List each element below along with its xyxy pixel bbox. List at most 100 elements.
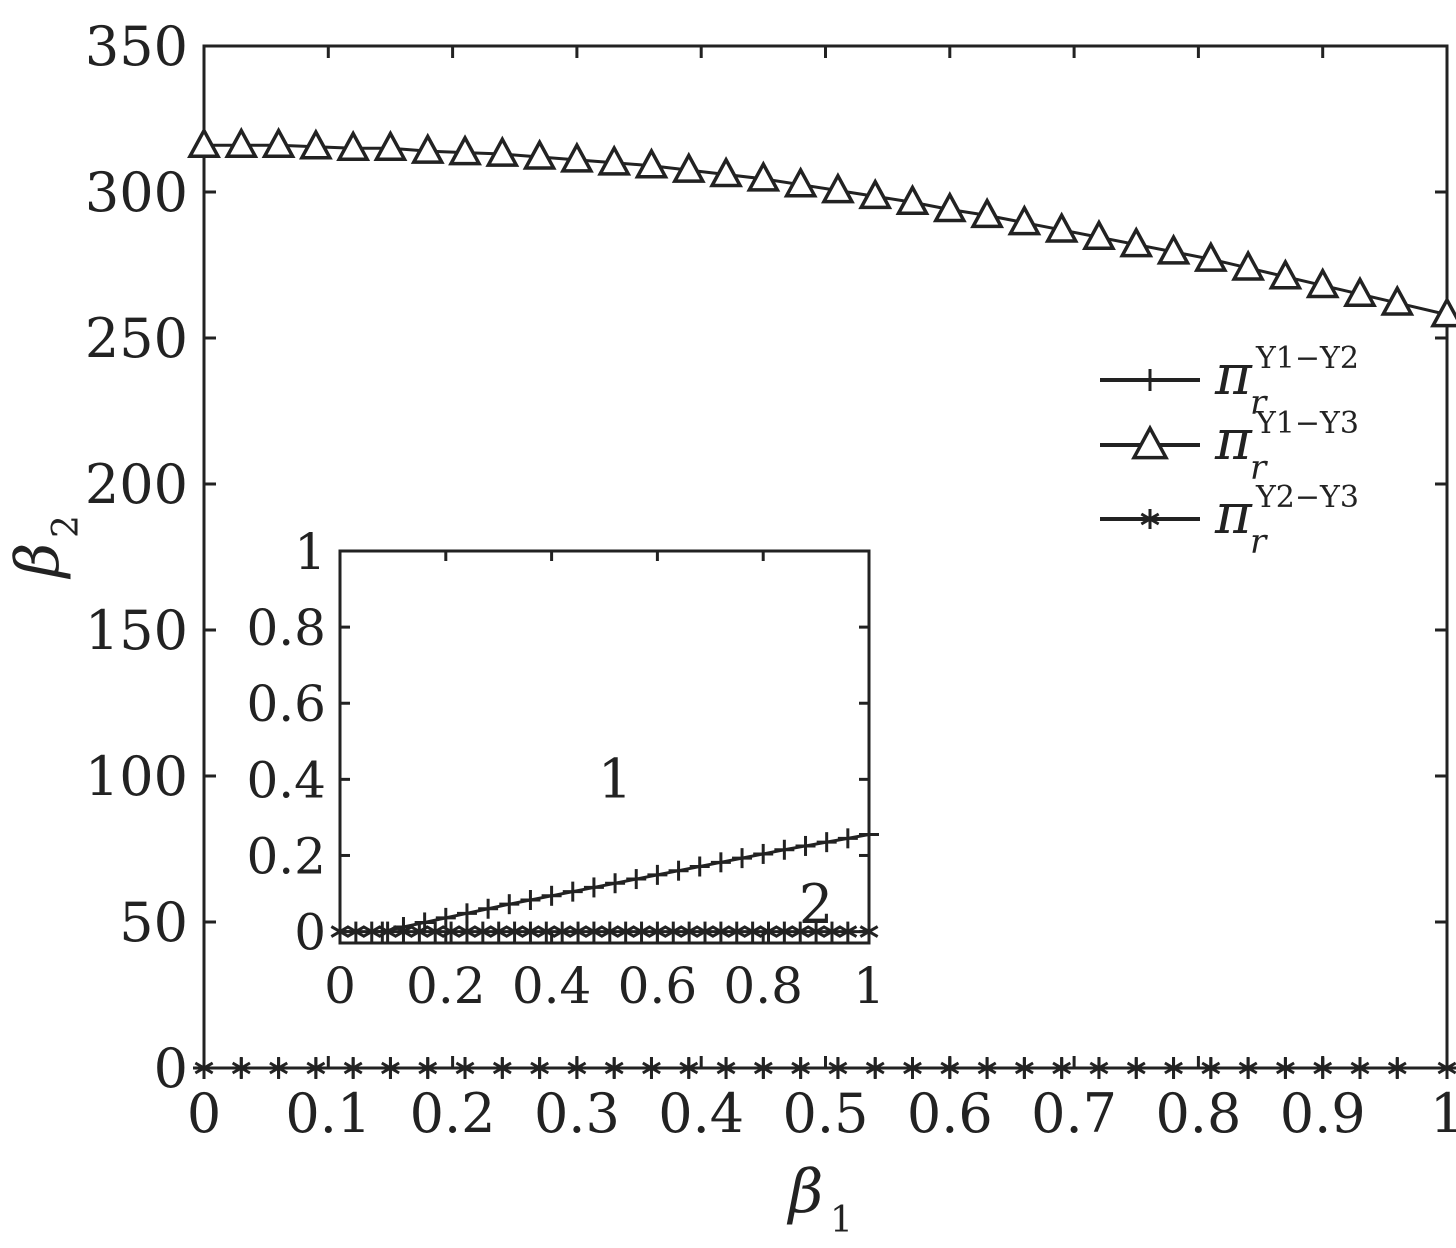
series-3-point-arm: [1126, 1061, 1146, 1075]
series-2-point-shape: [187, 126, 221, 159]
legend-label-sub-3: r: [1250, 522, 1268, 562]
inset-series-2-point: [774, 921, 794, 942]
y-axis-title-group: β2: [3, 515, 87, 579]
series-2-point: [559, 141, 594, 173]
inset-series-2-point-arm: [505, 925, 524, 938]
series-2-point: [932, 191, 967, 223]
inset-series-2-point: [806, 921, 826, 942]
series-3-point-arm: [231, 1061, 251, 1075]
inset-y-tick-label: 0.6: [246, 675, 326, 733]
x-tick-label: 0.3: [534, 1082, 620, 1145]
series-2-point-shape: [1156, 233, 1191, 265]
inset-frame: [338, 549, 871, 945]
series-2-point: [522, 138, 557, 170]
legend-marker-1: [1139, 369, 1161, 391]
series-2-point: [373, 129, 408, 161]
series-3-point: [679, 1058, 699, 1078]
inset-series-2-point: [489, 921, 509, 942]
series-3-point: [194, 1058, 214, 1078]
series-2-point: [1268, 258, 1303, 290]
inset-series-1-point: [626, 869, 647, 890]
series-3-point-arm: [940, 1061, 960, 1075]
inset-series-2-point-arm: [362, 925, 382, 938]
inset-series-1-point: [520, 889, 541, 910]
x-axis-title: β: [787, 1157, 824, 1227]
series-3-point: [1313, 1058, 1333, 1078]
inset-series-2-point: [790, 921, 810, 942]
inset-series-2-point: [346, 921, 366, 942]
series-2-point-shape: [970, 196, 1005, 229]
y-tick-label: 300: [85, 161, 188, 224]
y-tick-label: 200: [85, 453, 188, 516]
inset-series-1-point: [774, 839, 795, 860]
inset-series-1-point: [816, 832, 837, 853]
inset-series-2-point-arm: [441, 925, 461, 938]
x-tick-label: 0.8: [1155, 1082, 1241, 1145]
inset-series-2-point: [727, 921, 747, 942]
series-3-point: [269, 1058, 288, 1078]
series-3-point: [1275, 1058, 1295, 1078]
series-3-point-arm: [567, 1061, 587, 1075]
inset-series-2-point: [552, 921, 572, 942]
inset-series-1-point: [732, 848, 753, 869]
series-2-point: [1343, 275, 1377, 307]
series-2-point: [1231, 249, 1266, 281]
series-3-point-arm: [1201, 1061, 1221, 1075]
inset-x-tick-label: 0.8: [723, 957, 803, 1015]
series-3-point: [418, 1058, 438, 1078]
x-tick-label: 0.4: [658, 1082, 744, 1145]
series-3-point: [492, 1058, 512, 1078]
series-2-point-shape: [1343, 275, 1377, 307]
legend-marker-3-arm: [1140, 512, 1160, 526]
inset-series-1-point: [478, 898, 499, 919]
inset-series-2-point-arm: [378, 925, 398, 938]
inset-series-2-point-arm: [711, 925, 731, 938]
inset-series-2-point-arm: [663, 925, 683, 938]
legend-label-2: π: [1214, 408, 1253, 473]
series-2-point-shape: [1430, 296, 1456, 328]
series-3-point: [1387, 1058, 1407, 1078]
inset-series-2-point-arm: [838, 925, 858, 938]
inset-series-2-point: [663, 921, 683, 942]
series-3-point-arm: [455, 1061, 475, 1075]
y-axis-title: β: [3, 543, 73, 580]
series-2-point-shape: [709, 156, 744, 188]
inset-series-2-point: [711, 921, 731, 942]
inset-series-2-point: [838, 921, 858, 942]
legend-marker-3: [1140, 509, 1160, 529]
series-2-point: [970, 196, 1005, 229]
inset-series-1-point: [562, 881, 583, 902]
inset-x-tick-label: 0.4: [512, 957, 592, 1015]
series-3-point-arm: [1164, 1061, 1183, 1075]
inset-series-2-point-arm: [521, 925, 540, 938]
inset-x-tick-label: 1: [853, 957, 885, 1015]
inset-series-1-point: [541, 885, 562, 906]
series-3-point-arm: [492, 1061, 512, 1075]
inset-series-2-point-arm: [774, 925, 794, 938]
series-2-point-shape: [1044, 211, 1079, 243]
series-3-point: [791, 1058, 811, 1078]
series-2-point: [895, 183, 930, 215]
inset-y-tick-label: 0.2: [246, 827, 326, 885]
series-2-point: [1007, 204, 1042, 236]
series-3-point: [1437, 1058, 1456, 1078]
series-3-point: [716, 1058, 736, 1078]
inset-series-1-point: [668, 860, 689, 881]
legend-label-sub-1: r: [1250, 383, 1268, 423]
inset-series-2-point: [409, 921, 429, 942]
inset-series-1-point: [605, 873, 626, 894]
series-3-point-arm: [642, 1061, 661, 1075]
series-3-point-arm: [865, 1061, 885, 1075]
x-tick-label: 0.6: [907, 1082, 993, 1145]
legend-label-3: π: [1214, 482, 1253, 547]
inset-series-2-point-arm: [425, 925, 445, 938]
series-3-point: [1014, 1058, 1034, 1078]
series-2-point: [858, 178, 893, 210]
series-3-point: [753, 1058, 773, 1078]
series-2-point-shape: [261, 126, 296, 159]
inset-series-2-point-arm: [584, 925, 604, 938]
series-2-point: [1156, 233, 1191, 265]
inset-series-2-point: [536, 921, 556, 942]
